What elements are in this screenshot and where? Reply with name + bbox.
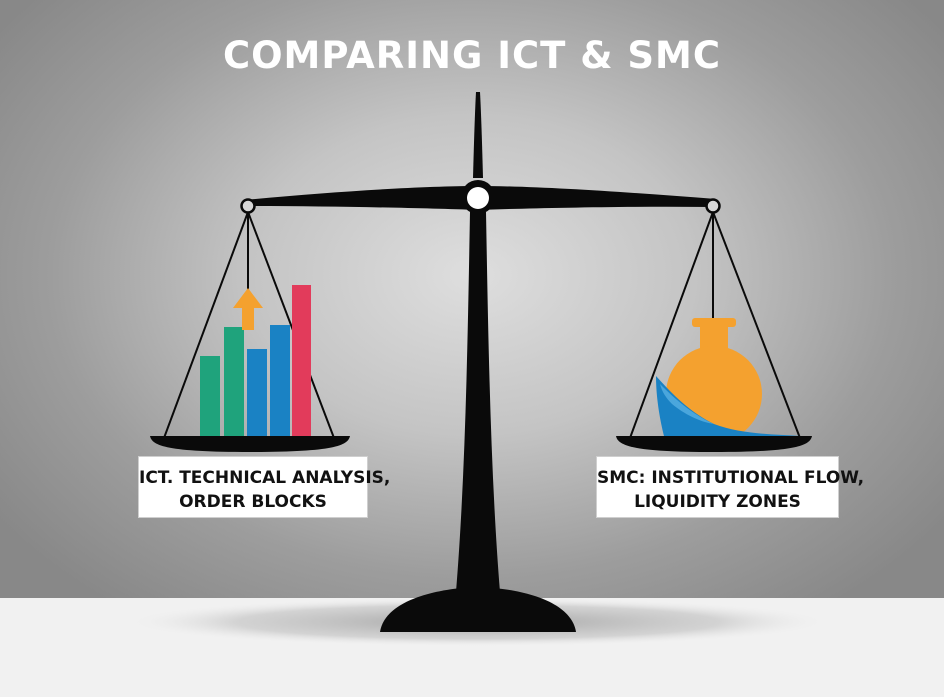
- chart-bar: [247, 349, 267, 438]
- smc-label-line2: LIQUIDITY ZONES: [634, 492, 801, 512]
- pivot-hole: [467, 187, 489, 209]
- ict-label-line1: ICT. TECHNICAL ANALYSIS,: [139, 468, 391, 488]
- right-hook-ring: [705, 198, 721, 214]
- scale-base: [380, 588, 576, 632]
- up-arrow-icon: [233, 288, 263, 330]
- smc-label-line1: SMC: INSTITUTIONAL FLOW,: [597, 468, 865, 488]
- chart-bar: [224, 327, 244, 438]
- flask-neck-rim: [692, 318, 736, 327]
- left-hook-ring: [240, 198, 256, 214]
- wave-icon: [656, 376, 800, 436]
- right-pan-strings: [629, 211, 801, 439]
- page-title: COMPARING ICT & SMC: [222, 34, 722, 77]
- chart-bar: [270, 325, 290, 438]
- smc-label: SMC: INSTITUTIONAL FLOW, LIQUIDITY ZONES: [596, 456, 865, 518]
- scale-spike: [473, 92, 483, 178]
- scale-pillar: [456, 212, 500, 592]
- left-pan-strings: [163, 211, 335, 439]
- bar-chart-icon: [200, 285, 311, 438]
- flask-icon: [666, 318, 762, 442]
- ict-label: ICT. TECHNICAL ANALYSIS, ORDER BLOCKS: [138, 456, 391, 518]
- chart-bar: [292, 285, 311, 438]
- left-scale-pan: [150, 436, 350, 452]
- ict-label-line2: ORDER BLOCKS: [179, 492, 327, 512]
- chart-bar: [200, 356, 220, 438]
- right-scale-pan: [616, 436, 812, 452]
